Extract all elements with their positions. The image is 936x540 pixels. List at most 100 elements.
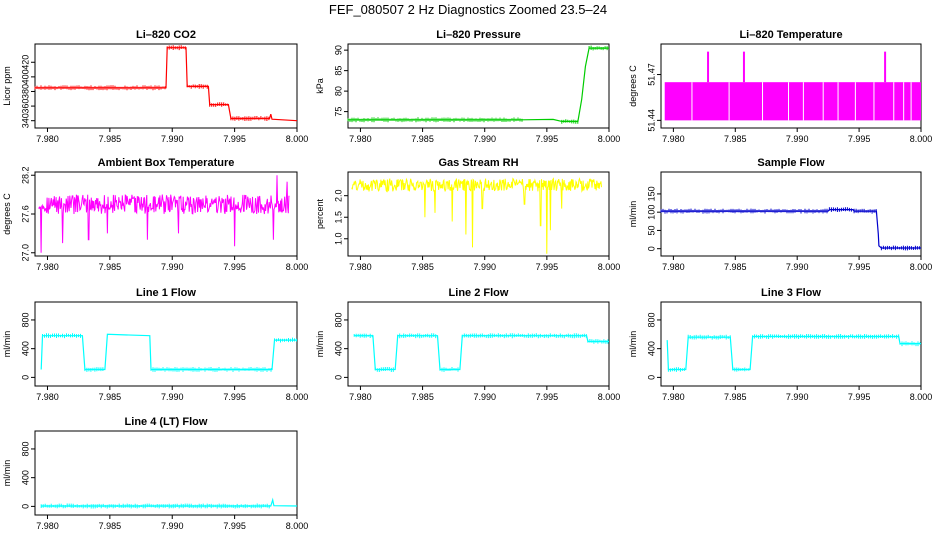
chart-line-3-flow-frame xyxy=(660,301,922,387)
chart-gas-stream-rh-xtick-label: 7.990 xyxy=(473,262,496,272)
chart-line-4-lt-flow-xtick-label: 8.000 xyxy=(286,521,309,531)
chart-line-2-flow-title: Line 2 Flow xyxy=(449,287,509,299)
chart-li-820-temperature-ytick-label: 51.44 xyxy=(646,109,656,132)
chart-line-3-flow-xtick-label: 7.985 xyxy=(724,392,747,402)
chart-li-820-pressure-title: Li–820 Pressure xyxy=(436,29,520,41)
chart-li-820-co2-ytick-label: 420 xyxy=(20,55,30,70)
chart-line-4-lt-flow-series-line xyxy=(41,497,298,507)
chart-li-820-temperature-ylabel: degrees C xyxy=(628,65,638,107)
chart-line-2-flow-ytick-label: 800 xyxy=(333,312,343,327)
chart-line-1-flow-ytick-label: 400 xyxy=(20,341,30,356)
chart-ambient-box-temperature-xtick-label: 7.995 xyxy=(223,262,246,272)
chart-gas-stream-rh-xtick-label: 7.985 xyxy=(411,262,434,272)
chart-li-820-temperature-xtick-label: 7.980 xyxy=(662,134,685,144)
chart-gas-stream-rh-frame xyxy=(347,171,610,257)
chart-line-1-flow-series-noise xyxy=(42,333,297,372)
chart-line-3-flow-series-noise xyxy=(667,334,921,372)
chart-li-820-pressure-series-line xyxy=(348,47,609,123)
chart-sample-flow-xtick-label: 8.000 xyxy=(910,262,933,272)
chart-li-820-co2-ytick-label: 340 xyxy=(20,113,30,128)
chart-line-3-flow: Line 3 Flow ml/min 7.980 7.985 7.990 7.995 8.0… xyxy=(628,287,932,402)
chart-line-3-flow-ytick-label: 400 xyxy=(646,341,656,356)
chart-line-1-flow-ytick-label: 800 xyxy=(20,312,30,327)
chart-li-820-co2-xtick-label: 7.990 xyxy=(161,134,184,144)
chart-gas-stream-rh-ytick-label: 1.0 xyxy=(333,233,343,246)
chart-sample-flow-ytick-label: 50 xyxy=(646,225,656,235)
chart-li-820-temperature: Li–820 Temperature degrees C 7.980 7.985 7.9… xyxy=(628,29,932,144)
chart-sample-flow: Sample Flow ml/min 7.980 7.985 7.990 7.995 8.0… xyxy=(628,157,932,272)
chart-line-3-flow-ylabel: ml/min xyxy=(628,331,638,358)
chart-line-1-flow: Line 1 Flow ml/min 7.980 7.985 7.990 7.995 8.0… xyxy=(2,287,308,402)
chart-line-2-flow-xtick-label: 8.000 xyxy=(598,392,621,402)
chart-line-3-flow-title: Line 3 Flow xyxy=(761,287,821,299)
chart-sample-flow-frame xyxy=(660,171,922,257)
chart-li-820-co2-series-noise xyxy=(34,45,270,121)
chart-gas-stream-rh-xtick-label: 7.980 xyxy=(349,262,372,272)
chart-li-820-temperature-ytick-label: 51.47 xyxy=(646,63,656,86)
chart-line-4-lt-flow-series-noise xyxy=(40,503,270,509)
chart-li-820-pressure-ytick-label: 75 xyxy=(333,107,343,117)
chart-line-1-flow-series-line xyxy=(40,333,297,371)
chart-line-2-flow-xtick-label: 7.985 xyxy=(411,392,434,402)
chart-line-4-lt-flow-xtick-label: 7.990 xyxy=(161,521,184,531)
chart-gas-stream-rh-series-line xyxy=(351,177,602,254)
chart-li-820-pressure-xtick-label: 7.990 xyxy=(473,134,496,144)
chart-line-2-flow-series-line xyxy=(354,335,609,371)
chart-line-2-flow-ytick-label: 0 xyxy=(333,375,343,380)
chart-li-820-temperature-band xyxy=(664,82,921,121)
chart-line-1-flow-frame xyxy=(34,301,298,387)
chart-sample-flow-xtick-label: 7.995 xyxy=(848,262,871,272)
chart-line-3-flow-ytick-label: 0 xyxy=(646,375,656,380)
chart-line-2-flow-xtick-label: 7.995 xyxy=(536,392,559,402)
chart-li-820-co2-ytick-label: 400 xyxy=(20,69,30,84)
chart-line-1-flow-title: Line 1 Flow xyxy=(136,287,196,299)
chart-line-2-flow-ytick-label: 400 xyxy=(333,341,343,356)
chart-line-1-flow-xtick-label: 7.995 xyxy=(223,392,246,402)
chart-gas-stream-rh-ytick-label: 2.0 xyxy=(333,189,343,202)
chart-line-3-flow-series-line xyxy=(666,335,921,371)
chart-li-820-temperature-xtick-label: 7.990 xyxy=(786,134,809,144)
chart-line-2-flow: Line 2 Flow ml/min 7.980 7.985 7.990 7.995 8.0… xyxy=(315,287,620,402)
chart-ambient-box-temperature-xtick-label: 7.985 xyxy=(99,262,122,272)
chart-li-820-co2-frame xyxy=(34,43,298,129)
chart-li-820-co2-ytick-label: 360 xyxy=(20,99,30,114)
chart-li-820-temperature-xtick-label: 8.000 xyxy=(910,134,933,144)
chart-line-2-flow-xtick-label: 7.990 xyxy=(473,392,496,402)
chart-line-1-flow-ylabel: ml/min xyxy=(2,331,12,358)
page-title: FEF_080507 2 Hz Diagnostics Zoomed 23.5–… xyxy=(328,2,608,17)
chart-li-820-pressure-ytick-label: 90 xyxy=(333,45,343,55)
chart-gas-stream-rh-ytick-label: 1.5 xyxy=(333,211,343,224)
chart-li-820-temperature-title: Li–820 Temperature xyxy=(739,29,842,41)
chart-line-1-flow-ytick-label: 0 xyxy=(20,375,30,380)
chart-gas-stream-rh-title: Gas Stream RH xyxy=(438,157,518,169)
chart-li-820-pressure-xtick-label: 7.980 xyxy=(349,134,372,144)
chart-line-2-flow-series-noise xyxy=(353,333,609,372)
chart-sample-flow-xtick-label: 7.990 xyxy=(786,262,809,272)
chart-line-4-lt-flow-frame xyxy=(34,430,298,516)
chart-li-820-pressure-xtick-label: 7.985 xyxy=(411,134,434,144)
chart-line-4-lt-flow-ytick-label: 400 xyxy=(20,470,30,485)
chart-line-4-lt-flow-xtick-label: 7.980 xyxy=(36,521,59,531)
chart-li-820-co2-xtick-label: 7.980 xyxy=(36,134,59,144)
chart-line-4-lt-flow-ytick-label: 800 xyxy=(20,441,30,456)
chart-line-3-flow-xtick-label: 7.980 xyxy=(662,392,685,402)
chart-li-820-pressure: Li–820 Pressure kPa 7.980 7.985 7.990 7.995 8.… xyxy=(315,29,620,144)
chart-sample-flow-title: Sample Flow xyxy=(757,157,825,169)
chart-line-1-flow-xtick-label: 7.980 xyxy=(36,392,59,402)
chart-li-820-co2-xtick-label: 7.995 xyxy=(223,134,246,144)
chart-ambient-box-temperature-xtick-label: 7.990 xyxy=(161,262,184,272)
chart-line-2-flow-frame xyxy=(347,301,610,387)
chart-line-4-lt-flow-xtick-label: 7.995 xyxy=(223,521,246,531)
chart-sample-flow-ytick-label: 100 xyxy=(646,205,656,220)
chart-ambient-box-temperature-ytick-label: 27.6 xyxy=(20,205,30,223)
chart-line-3-flow-xtick-label: 8.000 xyxy=(910,392,933,402)
chart-ambient-box-temperature-series-line xyxy=(38,175,290,253)
chart-ambient-box-temperature-ylabel: degrees C xyxy=(2,193,12,235)
chart-line-1-flow-xtick-label: 7.990 xyxy=(161,392,184,402)
chart-gas-stream-rh-xtick-label: 7.995 xyxy=(536,262,559,272)
chart-li-820-pressure-frame xyxy=(347,43,610,129)
chart-sample-flow-series-noise xyxy=(660,207,920,251)
chart-line-1-flow-xtick-label: 8.000 xyxy=(286,392,309,402)
chart-li-820-pressure-xtick-label: 7.995 xyxy=(536,134,559,144)
